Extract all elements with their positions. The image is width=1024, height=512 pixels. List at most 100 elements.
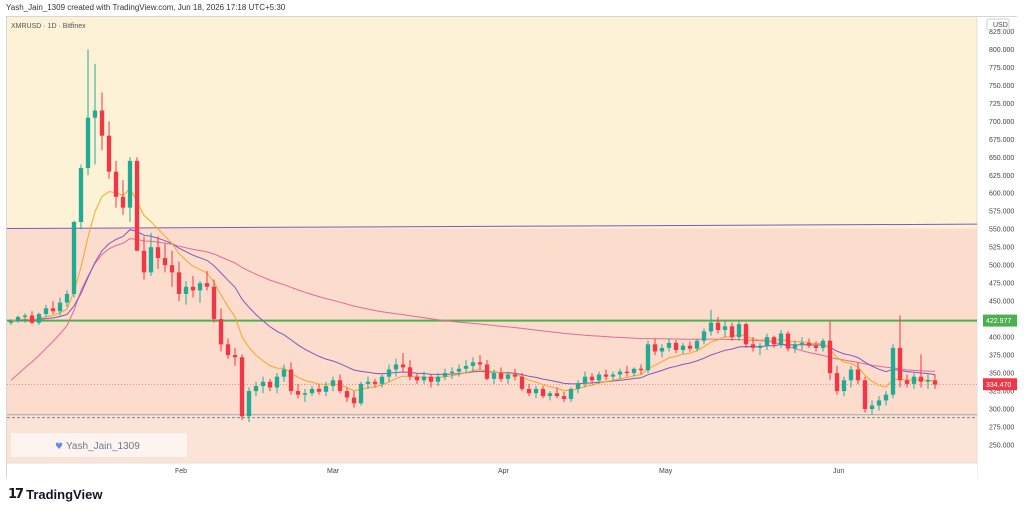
y-tick-label: 400.000	[989, 335, 1014, 342]
candle-body	[596, 374, 602, 381]
candle-body	[883, 394, 889, 401]
candle-body	[554, 393, 560, 397]
candle-body	[729, 326, 735, 338]
candle-body	[750, 344, 756, 348]
candle-body	[218, 319, 224, 345]
candle-body	[687, 345, 693, 349]
x-tick-label: Mar	[327, 468, 340, 475]
candle-body	[400, 364, 406, 368]
candles	[8, 49, 938, 422]
tradingview-brand-text: TradingView	[26, 487, 103, 502]
candle-body	[260, 381, 266, 387]
chart-caption: Yash_Jain_1309 created with TradingView.…	[6, 3, 286, 12]
trend-line	[7, 223, 978, 229]
candle-body	[540, 388, 546, 397]
price-chart[interactable]: ♥ Yash_Jain_1309 825.000 800.000 775.000 750…	[7, 17, 1018, 479]
candle-body	[785, 333, 791, 349]
candle-body	[141, 250, 147, 273]
price-levels	[7, 223, 978, 419]
candle-body	[701, 331, 707, 341]
tradingview-logo[interactable]: 17 TradingView	[8, 487, 102, 502]
y-tick-label: 550.000	[989, 227, 1014, 234]
candle-body	[106, 135, 112, 172]
candle-body	[736, 324, 742, 338]
candle-body	[246, 391, 252, 417]
candle-body	[428, 376, 434, 382]
candle-body	[827, 340, 833, 374]
candle-body	[197, 283, 203, 291]
chart-frame[interactable]: ♥ Yash_Jain_1309 825.000 800.000 775.000 750…	[6, 16, 1018, 479]
candle-body	[610, 374, 616, 377]
candle-body	[134, 160, 140, 251]
candle-body	[680, 345, 686, 351]
candle-body	[799, 342, 805, 345]
y-tick-label: 800.000	[989, 47, 1014, 54]
candle-body	[78, 168, 84, 223]
candle-body	[589, 376, 595, 381]
y-tick-label: 650.000	[989, 155, 1014, 162]
candle-body	[911, 376, 917, 384]
candle-body	[337, 380, 343, 392]
candle-body	[127, 160, 133, 208]
candle-body	[575, 383, 581, 389]
y-tick-label: 300.000	[989, 407, 1014, 414]
candle-body	[624, 371, 630, 374]
candle-body	[463, 365, 469, 369]
candle-body	[288, 369, 294, 392]
candle-body	[603, 374, 609, 377]
candle-body	[708, 322, 714, 332]
candle-body	[449, 371, 455, 374]
candle-body	[225, 344, 231, 356]
candle-body	[904, 380, 910, 384]
candle-body	[85, 117, 91, 169]
candle-body	[456, 368, 462, 372]
candle-body	[71, 222, 77, 294]
candle-body	[715, 322, 721, 330]
candle-body	[330, 380, 336, 387]
candle-body	[176, 272, 182, 294]
y-axis-background	[977, 17, 1018, 479]
candle-body	[15, 316, 21, 321]
candle-body	[512, 374, 518, 377]
y-tick-label: 275.000	[989, 425, 1014, 432]
candle-body	[36, 314, 42, 323]
candle-body	[743, 324, 749, 345]
candle-body	[806, 342, 812, 346]
y-tick-label: 750.000	[989, 83, 1014, 90]
watermark-background	[11, 433, 187, 457]
currency-box	[986, 18, 1010, 31]
y-tick-label: 575.000	[989, 209, 1014, 216]
candle-body	[239, 357, 245, 417]
y-tick-label: 725.000	[989, 101, 1014, 108]
candle-body	[652, 344, 658, 352]
last-price-label: 334.470	[986, 382, 1011, 389]
tradingview-logo-icon: 17	[8, 487, 24, 502]
candle-body	[414, 376, 420, 381]
y-tick-label: 775.000	[989, 65, 1014, 72]
candle-body	[764, 337, 770, 346]
candle-body	[855, 369, 861, 381]
watermark-text: Yash_Jain_1309	[66, 441, 140, 452]
candle-body	[533, 388, 539, 394]
candle-body	[358, 383, 364, 404]
y-axis: 825.000 800.000 775.000 750.000 725.000 700.0…	[983, 18, 1017, 450]
candle-body	[64, 293, 70, 303]
y-tick-label: 450.000	[989, 299, 1014, 306]
x-tick-label: Apr	[498, 468, 510, 475]
candle-body	[547, 393, 553, 397]
candle-body	[162, 257, 168, 266]
candle-body	[365, 381, 371, 384]
candle-body	[568, 388, 574, 399]
candle-body	[666, 342, 672, 348]
candle-body	[841, 380, 847, 392]
x-tick-label: May	[659, 468, 673, 475]
candle-body	[848, 369, 854, 381]
candle-body	[813, 345, 819, 348]
y-tick-label: 675.000	[989, 137, 1014, 144]
candle-body	[932, 380, 938, 385]
y-tick-label: 250.000	[989, 443, 1014, 450]
x-axis: Feb Mar Apr May Jun	[175, 468, 844, 475]
candle-body	[484, 364, 490, 379]
candle-body	[386, 369, 392, 377]
candle-body	[820, 340, 826, 348]
